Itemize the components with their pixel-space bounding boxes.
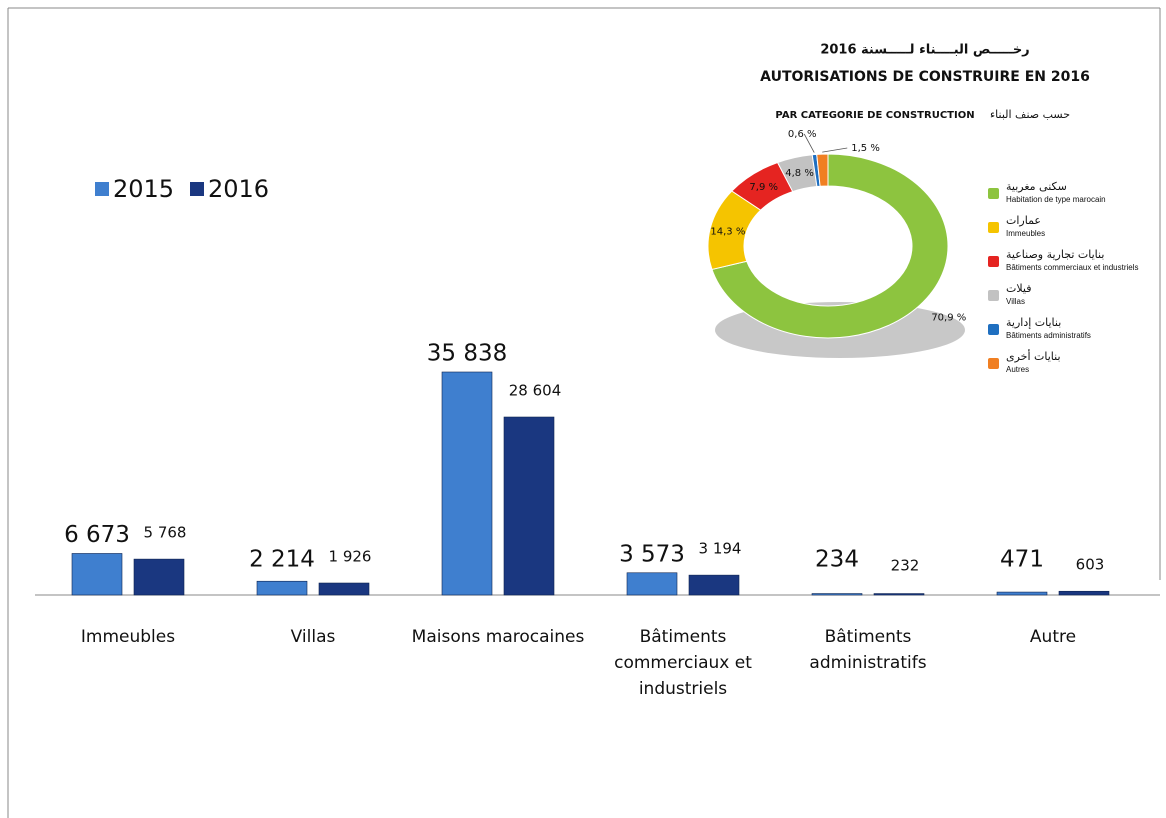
bar <box>318 582 370 596</box>
x-tick-label-text: Villas <box>290 627 336 647</box>
legend-swatch <box>988 256 999 267</box>
value-label: 234 <box>815 547 859 573</box>
x-tick-label-text: Autre <box>1029 627 1077 647</box>
legend-swatch <box>95 182 109 196</box>
value-label: 0,6 % <box>788 129 817 140</box>
bar <box>873 593 925 596</box>
value-label: 2 214 <box>249 547 315 573</box>
bar <box>503 416 555 596</box>
legend-label: Villas <box>1006 297 1025 306</box>
legend-label: Bâtiments administratifs <box>1006 331 1091 340</box>
bar <box>811 593 863 596</box>
legend-swatch <box>988 358 999 369</box>
x-tick-label: Maisons marocaines <box>411 627 585 647</box>
x-tick-label-text: Bâtiments administratifs <box>809 627 927 673</box>
value-label: 471 <box>1000 547 1044 573</box>
legend-label: Autres <box>1006 365 1029 374</box>
value-label: 70,9 % <box>931 312 966 323</box>
legend-label-ar: بنايات إدارية <box>1006 316 1061 329</box>
legend-swatch <box>988 324 999 335</box>
value-label: 603 <box>1076 556 1105 574</box>
legend-swatch <box>988 290 999 301</box>
legend-label: Habitation de type marocain <box>1006 195 1106 204</box>
legend-label: 2015 <box>113 175 174 203</box>
legend-label-ar: عمارات <box>1006 214 1041 227</box>
legend-label: Bâtiments commerciaux et industriels <box>1006 263 1139 272</box>
value-label: 7,9 % <box>749 182 778 193</box>
leader-line <box>803 133 815 153</box>
bar <box>996 591 1048 596</box>
pie-subtitle-ar: حسب صنف البناء <box>990 108 1070 121</box>
pie-title-ar: رخـــــص البــــناء لـــــسنة 2016 <box>820 43 1029 58</box>
legend-swatch <box>988 222 999 233</box>
value-label: 3 573 <box>619 541 685 567</box>
x-tick-label: Immeubles <box>80 627 176 647</box>
value-label: 35 838 <box>427 341 507 367</box>
value-label: 3 194 <box>699 540 742 558</box>
value-label: 4,8 % <box>785 168 814 179</box>
value-label: 1,5 % <box>851 143 880 154</box>
legend-swatch <box>190 182 204 196</box>
pie-title: AUTORISATIONS DE CONSTRUIRE EN 2016 <box>760 69 1090 85</box>
bar <box>256 580 308 596</box>
donut-slice <box>816 153 829 187</box>
bar <box>441 371 493 596</box>
bar <box>133 558 185 596</box>
legend-label: Immeubles <box>1006 229 1045 238</box>
donut-slice <box>711 153 949 339</box>
legend-label-ar: بنايات أخرى <box>1006 349 1061 363</box>
x-tick-label-text: Bâtiments commerciaux et industriels <box>614 627 752 699</box>
bar <box>71 553 123 596</box>
value-label: 5 768 <box>144 524 187 542</box>
pie-subtitle: PAR CATEGORIE DE CONSTRUCTION <box>775 110 974 121</box>
legend-label-ar: سكنى مغربية <box>1006 180 1067 193</box>
value-label: 6 673 <box>64 522 130 548</box>
legend-swatch <box>988 188 999 199</box>
value-label: 28 604 <box>509 382 562 400</box>
value-label: 232 <box>891 557 920 575</box>
bar <box>1058 590 1110 596</box>
bar <box>626 572 678 596</box>
bar <box>688 574 740 596</box>
x-tick-label-text: Immeubles <box>80 627 176 647</box>
leader-line <box>822 147 848 153</box>
x-tick-label: Bâtiments administratifs <box>809 627 927 673</box>
x-tick-label: Villas <box>290 627 336 647</box>
value-label: 1 926 <box>329 548 372 566</box>
legend-label-ar: فيلات <box>1006 282 1032 295</box>
legend-label-ar: بنايات تجارية وصناعية <box>1006 248 1104 261</box>
value-label: 14,3 % <box>710 227 745 238</box>
x-tick-label: Bâtiments commerciaux et industriels <box>614 627 752 699</box>
x-tick-label-text: Maisons marocaines <box>411 627 585 647</box>
x-tick-label: Autre <box>1029 627 1077 647</box>
legend-label: 2016 <box>208 175 269 203</box>
